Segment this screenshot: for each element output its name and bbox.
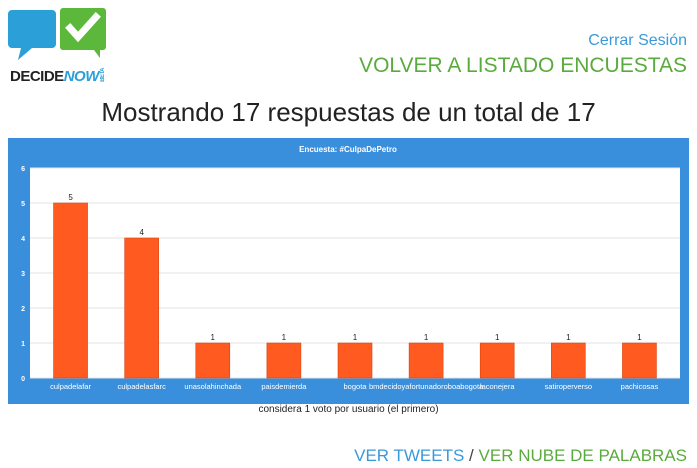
x-tick-label: bogota (344, 382, 368, 391)
bar-satiroperverso (551, 342, 586, 379)
data-label: 1 (495, 333, 500, 342)
data-label: 1 (637, 333, 642, 342)
decidenow-logo (8, 6, 114, 88)
chart-note: considera 1 voto por usuario (el primero… (258, 404, 439, 415)
bar-paisdemierda (266, 342, 302, 379)
bar-chart-svg: Encuesta: #CulpaDePetro 0 1 2 3 4 5 6 5 culpade… (21, 145, 680, 391)
y-tick-label: 6 (21, 166, 25, 173)
data-label: 5 (68, 193, 73, 202)
responses-heading: Mostrando 17 respuestas de un total de 1… (101, 97, 596, 127)
x-tick-label: culpadelasfarc (117, 382, 166, 391)
logo-wordmark: DECIDENOWBETA (10, 68, 106, 85)
data-label: 1 (282, 333, 287, 342)
footer-separator: / (469, 446, 474, 465)
x-tick-label: paisdemierda (261, 382, 307, 391)
y-tick-label: 4 (21, 236, 25, 243)
y-tick-label: 3 (21, 271, 25, 278)
logo-word-main: DECIDE (10, 68, 64, 85)
x-tick-label: bmdecidoyafortunadoroboabogota (369, 382, 484, 391)
data-label: 1 (353, 333, 358, 342)
chart-title: Encuesta: #CulpaDePetro (299, 145, 397, 154)
bar-laconejera (479, 342, 515, 379)
y-tick-label: 0 (21, 376, 25, 383)
view-tweets-link[interactable]: VER TWEETS (354, 446, 465, 465)
bar-culpadelasfarc (124, 237, 159, 379)
data-label: 1 (566, 333, 571, 342)
x-tick-label: satiroperverso (545, 382, 593, 391)
bar-bogota (337, 342, 373, 379)
bar-culpadelafar (53, 202, 88, 379)
bar-unasolahinchada (195, 342, 231, 379)
y-tick-label: 2 (21, 306, 25, 313)
logo-word-accent: NOW (63, 68, 100, 85)
view-wordcloud-link[interactable]: VER NUBE DE PALABRAS (478, 446, 687, 465)
logo-beta-badge: BETA (99, 68, 106, 82)
y-tick-label: 1 (21, 341, 25, 348)
data-label: 4 (139, 228, 144, 237)
back-to-polls-link[interactable]: VOLVER A LISTADO ENCUESTAS (359, 54, 687, 77)
x-tick-label: pachicosas (621, 382, 659, 391)
x-tick-label: laconejera (480, 382, 515, 391)
logo-bubbles-icon (8, 8, 106, 60)
bar-pachicosas (622, 342, 657, 379)
bar-bmdecidoyafortunadoroboabogota (408, 342, 444, 379)
x-tick-label: culpadelafar (50, 382, 91, 391)
x-tick-label: unasolahinchada (184, 382, 242, 391)
poll-chart: Encuesta: #CulpaDePetro 0 1 2 3 4 5 6 5 culpade… (8, 138, 689, 404)
data-label: 1 (424, 333, 429, 342)
logout-link[interactable]: Cerrar Sesión (588, 32, 687, 49)
data-label: 1 (211, 333, 216, 342)
y-tick-label: 5 (21, 201, 25, 208)
footer-links: VER TWEETS / VER NUBE DE PALABRAS (354, 446, 687, 466)
